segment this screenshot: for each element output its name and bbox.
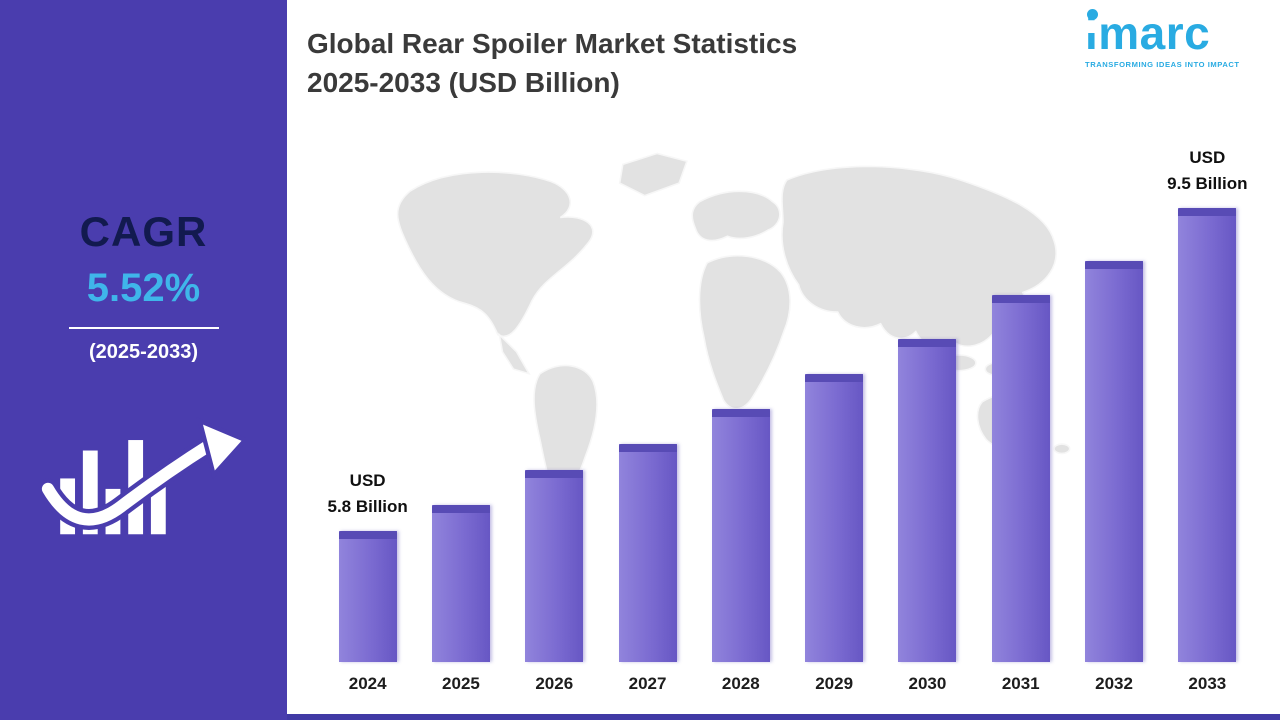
world-map-graphic (365, 130, 1115, 530)
x-axis-label: 2026 (535, 674, 574, 693)
chart-title-line2: 2025-2033 (USD Billion) (307, 67, 620, 99)
bar (1178, 208, 1237, 662)
bar-slot: 2026 (508, 150, 601, 698)
bar-value-annotation: USD 5.8 Billion (327, 471, 408, 516)
bar-top-cap (1085, 261, 1144, 269)
bar (898, 339, 957, 662)
bar (338, 531, 397, 662)
logo-tagline: TRANSFORMING IDEAS INTO IMPACT (1085, 60, 1240, 69)
bar-chart: USD 5.8 Billion 2024 2025 2026 2027 2028 2029 20… (321, 148, 1254, 698)
bar-slot: USD 9.5 Billion 2033 (1161, 148, 1254, 698)
divider (68, 327, 219, 329)
bar-slot: 2025 (414, 150, 507, 698)
bottom-accent-strip (287, 714, 1280, 720)
x-axis-label: 2027 (628, 674, 667, 693)
bar-top-cap (525, 470, 584, 478)
x-axis-label: 2029 (815, 674, 854, 693)
imarc-logo: imarc TRANSFORMING IDEAS INTO IMPACT (1085, 7, 1260, 69)
bar-slot: 2031 (974, 150, 1067, 698)
x-axis-label: 2033 (1188, 674, 1227, 693)
sidebar: CAGR 5.52% (2025-2033) (0, 0, 287, 720)
bar-top-cap (898, 339, 957, 347)
bar (805, 374, 864, 662)
x-axis-label: 2032 (1095, 674, 1133, 693)
bar-top-cap (805, 374, 864, 382)
bar (1085, 261, 1144, 662)
bar-slot: 2030 (881, 150, 974, 698)
bar-top-cap (991, 295, 1050, 303)
bar (618, 444, 677, 662)
x-axis-label: 2025 (442, 674, 480, 693)
growth-chart-icon (0, 398, 287, 563)
cagr-period: (2025-2033) (89, 341, 198, 363)
bar-top-cap (618, 444, 677, 452)
bar-value-annotation: USD 9.5 Billion (1167, 148, 1248, 193)
bar-top-cap (338, 531, 397, 539)
cagr-value: 5.52% (86, 266, 201, 310)
cagr-label: CAGR (79, 208, 208, 255)
x-axis-label: 2024 (348, 674, 387, 693)
bar (431, 505, 490, 662)
bar (525, 470, 584, 662)
bar-top-cap (1178, 208, 1237, 216)
logo-dot (1087, 9, 1098, 20)
x-axis-label: 2028 (721, 674, 760, 693)
bar-top-cap (431, 505, 490, 513)
x-axis-label: 2030 (908, 674, 947, 693)
logo-wordmark: imarc (1085, 7, 1211, 59)
bar-slot: USD 5.8 Billion 2024 (321, 150, 414, 698)
bar-slot: 2029 (787, 150, 880, 698)
bar (991, 295, 1050, 662)
chart-title-line1: Global Rear Spoiler Market Statistics (307, 28, 798, 59)
bar (711, 409, 770, 662)
chart-panel: Global Rear Spoiler Market Statistics 20… (287, 0, 1280, 720)
x-axis-label: 2031 (1001, 674, 1040, 693)
bar-slot: 2028 (694, 150, 787, 698)
bar-slot: 2032 (1067, 150, 1160, 698)
logo-dot-cover (1086, 22, 1098, 33)
chart-title: Global Rear Spoiler Market Statistics 20… (307, 24, 797, 102)
bar-slot: 2027 (601, 150, 694, 698)
bar-top-cap (711, 409, 770, 417)
